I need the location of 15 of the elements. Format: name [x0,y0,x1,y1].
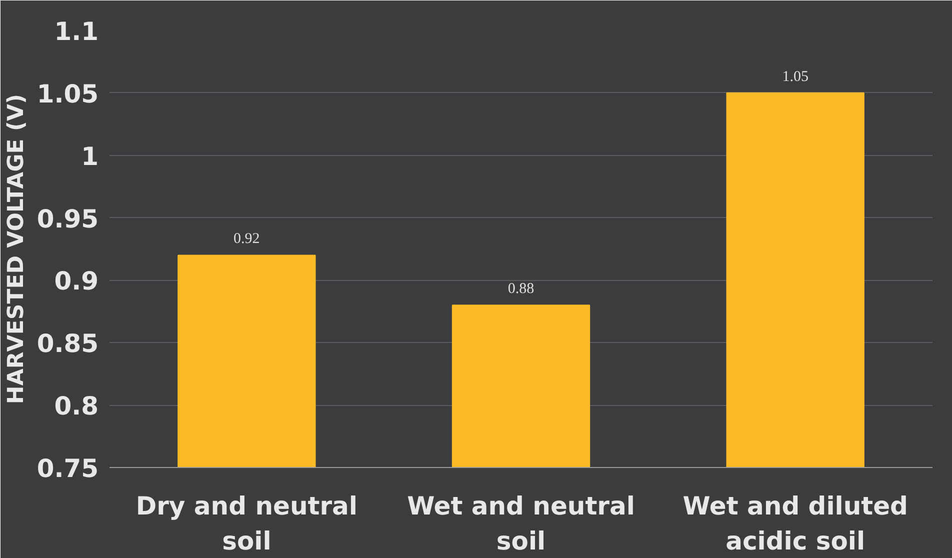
x-tick-label: Dry and neutral soil [136,492,358,556]
y-axis-title: HARVESTED VOLTAGE (V) [4,94,29,404]
y-tick-label: 0.9 [54,266,99,296]
data-label: 1.05 [782,68,808,85]
y-tick-label: 0.85 [36,329,99,358]
y-tick-label: 0.8 [54,392,99,421]
x-tick-label: Wet and diluted acidic soil [682,492,908,556]
data-label: 0.92 [234,231,260,248]
data-label: 0.88 [508,281,534,298]
y-tick-label: 0.95 [36,204,99,234]
y-tick-label: 1.1 [54,17,99,46]
y-tick-label: 1.05 [36,79,99,108]
y-tick-label: 0.75 [36,454,99,483]
y-tick-label: 1 [81,142,99,171]
x-tick-label: Wet and neutral soil [407,492,635,556]
